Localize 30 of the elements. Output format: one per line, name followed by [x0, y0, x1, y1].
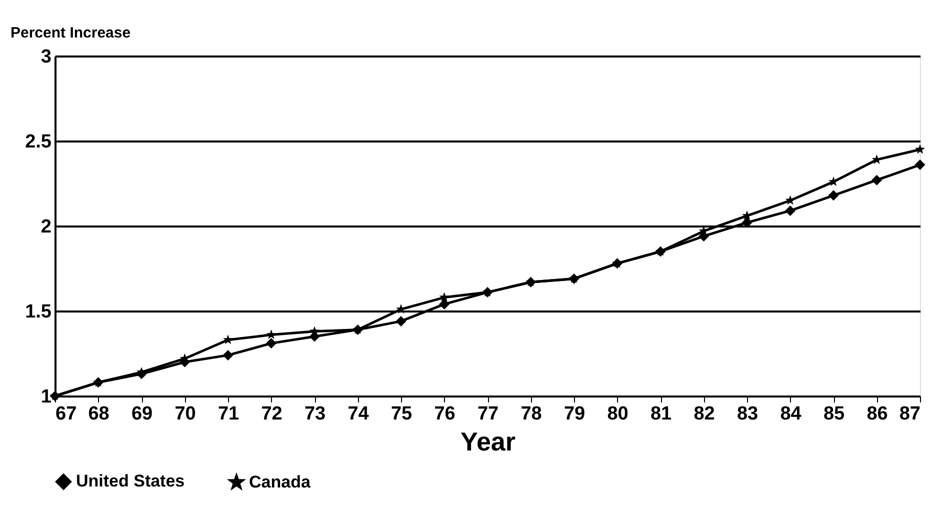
x-tick-label: 79	[564, 404, 586, 424]
y-tick-label: 2	[40, 216, 52, 238]
legend-label: United States	[76, 472, 185, 491]
x-tick-label: 86	[866, 404, 888, 424]
y-tick-label: 3	[40, 46, 52, 68]
x-tick-label: 82	[694, 404, 715, 424]
legend-label: Canada	[249, 472, 311, 492]
x-tick-label: 70	[174, 404, 196, 424]
x-tick-label: 71	[218, 404, 240, 424]
x-tick-label: 85	[823, 404, 845, 424]
x-tick-label: 80	[607, 404, 628, 424]
x-tick-label: 75	[390, 404, 412, 424]
y-axis-title: Percent Increase	[10, 24, 131, 42]
x-tick-label: 77	[477, 404, 499, 424]
x-tick-label: 67	[56, 404, 77, 424]
y-tick-label: 1	[40, 386, 52, 408]
x-tick-label: 74	[348, 404, 370, 424]
y-tick-label: 1.5	[25, 302, 52, 322]
y-tick-label: 2.5	[25, 132, 52, 152]
x-tick-label: 87	[899, 404, 920, 424]
x-tick-label: 84	[780, 404, 802, 424]
x-tick-label: 73	[304, 404, 326, 424]
x-tick-label: 68	[88, 404, 110, 424]
x-tick-label: 69	[131, 404, 153, 424]
x-tick-label: 72	[261, 404, 282, 424]
x-tick-label: 76	[434, 404, 456, 424]
x-axis-title: Year	[460, 426, 516, 456]
x-tick-label: 81	[650, 404, 672, 424]
x-tick-label: 83	[736, 404, 758, 424]
x-tick-label: 78	[520, 404, 542, 424]
